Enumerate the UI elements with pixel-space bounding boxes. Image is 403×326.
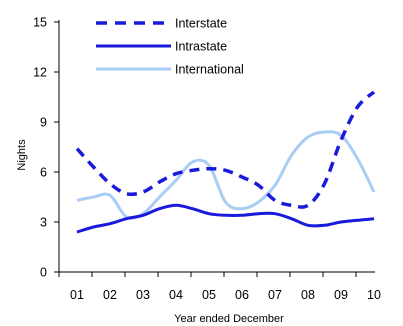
y-tick-label: 3 bbox=[40, 216, 47, 230]
legend-label-intrastate: Intrastate bbox=[175, 40, 227, 54]
x-tick-label: 04 bbox=[169, 288, 183, 302]
y-tick-label: 15 bbox=[33, 16, 47, 30]
x-axis-title: Year ended December bbox=[174, 313, 284, 325]
y-axis-title: Nights bbox=[16, 139, 28, 171]
x-tick-label: 10 bbox=[367, 288, 381, 302]
x-tick-label: 02 bbox=[103, 288, 117, 302]
y-tick-label: 6 bbox=[40, 166, 47, 180]
legend-label-interstate: Interstate bbox=[175, 17, 227, 31]
x-tick-label: 09 bbox=[334, 288, 348, 302]
series-line-interstate bbox=[75, 90, 376, 209]
axes bbox=[58, 20, 375, 273]
x-tick-label: 03 bbox=[136, 288, 150, 302]
y-tick-label: 9 bbox=[40, 116, 47, 130]
x-tick-label: 05 bbox=[202, 288, 216, 302]
x-tick-label: 08 bbox=[301, 288, 315, 302]
series-layer bbox=[75, 90, 376, 234]
series-line-international bbox=[76, 130, 376, 220]
series-line-intrastate bbox=[76, 203, 375, 234]
x-ticks: 01 02 03 04 05 06 07 08 09 10 bbox=[58, 272, 381, 302]
legend: Interstate Intrastate International bbox=[96, 17, 244, 77]
legend-label-international: International bbox=[175, 63, 244, 77]
x-tick-label: 07 bbox=[268, 288, 282, 302]
y-ticks: 0 3 6 9 12 15 bbox=[33, 16, 59, 280]
y-tick-label: 0 bbox=[40, 266, 47, 280]
x-tick-label: 01 bbox=[70, 288, 84, 302]
x-tick-label: 06 bbox=[235, 288, 249, 302]
y-tick-label: 12 bbox=[33, 66, 47, 80]
